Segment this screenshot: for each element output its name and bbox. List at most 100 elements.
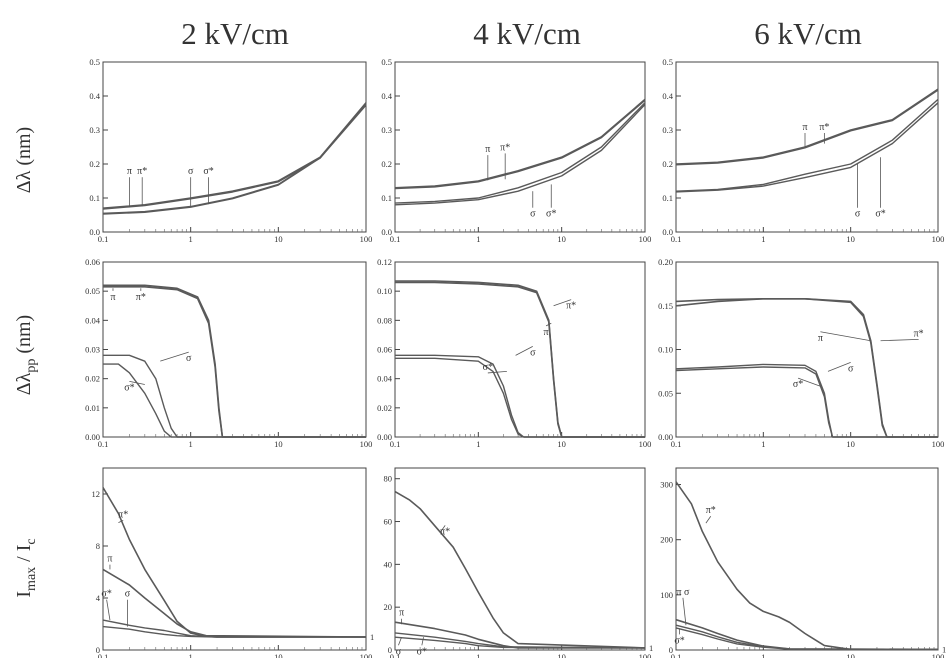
series-line (394, 99, 646, 190)
x-tick-label: 1 (761, 439, 765, 449)
curve-label-leader (118, 520, 124, 523)
curve-label: σ (530, 209, 536, 220)
curve-label: σ* (674, 635, 684, 646)
y-tick-label: 0.10 (658, 345, 673, 355)
curve-label: σ (125, 589, 131, 600)
x-tick-label: 1 (476, 652, 480, 658)
x-tick-label: 100 (932, 652, 945, 658)
x-tick-label: 0.1 (98, 234, 109, 244)
right-value-label: 1 (942, 644, 946, 654)
row-label-ratio-sub: max (24, 567, 39, 591)
y-tick-label: 0.1 (662, 193, 673, 203)
y-tick-label: 0.2 (89, 159, 100, 169)
panel-frame (102, 261, 367, 438)
panel-frame (675, 467, 939, 651)
series-line (675, 624, 939, 651)
curve-label: π (110, 292, 115, 303)
row-label-ratio-sub2: c (24, 538, 39, 544)
series-line (103, 286, 366, 438)
y-tick-label: 0.1 (89, 193, 100, 203)
curve-label: σ* (417, 646, 427, 657)
x-tick-label: 100 (639, 234, 652, 244)
series-line (675, 102, 939, 193)
curve-label: σ (855, 209, 861, 220)
x-tick-label: 100 (932, 439, 945, 449)
y-tick-label: 0.0 (89, 227, 100, 237)
panel-ratio-4: 0.1 1 10 100 0 20 40 60 80 1 π* π σ σ* (384, 467, 653, 658)
panel-frame (102, 467, 367, 651)
y-tick-label: 0.2 (381, 159, 392, 169)
curve-label: π (107, 554, 112, 565)
curve-label: π (802, 122, 807, 133)
curve-label: σ* (483, 362, 493, 373)
x-tick-label: 0.1 (390, 439, 401, 449)
y-tick-label: 0.0 (381, 227, 392, 237)
x-tick-label: 10 (846, 439, 855, 449)
curve-label-leader (160, 351, 189, 362)
series-line (102, 104, 367, 215)
x-tick-label: 1 (189, 439, 193, 449)
curve-label-leader (515, 345, 533, 356)
y-tick-label: 8 (96, 541, 100, 551)
y-tick-label: 0.00 (377, 432, 392, 442)
series-line (675, 481, 938, 651)
row-label-dlpp-unit: (nm) (13, 315, 35, 359)
x-tick-label: 10 (846, 652, 855, 658)
curve-label: π* (706, 505, 716, 516)
y-tick-label: 0.3 (89, 125, 100, 135)
curve-label: π* (500, 142, 510, 153)
y-tick-label: 0 (96, 645, 100, 655)
x-tick-label: 0.1 (390, 234, 401, 244)
y-tick-label: 0.4 (381, 91, 392, 101)
x-tick-label: 100 (639, 439, 652, 449)
curve-label: π* (118, 509, 128, 520)
curve-label: σ (396, 646, 402, 657)
curve-label-leader (820, 331, 871, 342)
x-tick-label: 0.1 (671, 439, 682, 449)
y-tick-label: 80 (384, 474, 393, 484)
x-tick-label: 1 (476, 439, 480, 449)
x-tick-label: 10 (557, 234, 566, 244)
x-tick-label: 10 (274, 234, 283, 244)
y-tick-label: 0.3 (662, 125, 673, 135)
x-tick-label: 1 (476, 234, 480, 244)
x-tick-label: 0.1 (98, 652, 109, 658)
curve-label: π* (914, 328, 924, 339)
curve-label-leader (682, 597, 687, 626)
curve-label: π (399, 608, 404, 619)
series-line (102, 619, 366, 638)
row-label-dlpp-main: Δλ (13, 372, 35, 395)
panel-frame (394, 261, 646, 438)
y-tick-label: 0.12 (377, 257, 392, 267)
y-tick-label: 0.03 (85, 345, 100, 355)
curve-label: σ* (203, 166, 213, 177)
series-line (394, 490, 646, 649)
series-line (103, 284, 366, 438)
y-tick-label: 4 (96, 593, 101, 603)
curve-label: σ* (546, 209, 556, 220)
curve-label: σ (530, 347, 536, 358)
curve-label-leader (553, 299, 572, 307)
panel-ratio-6: 0.1 1 10 100 0 100 200 300 1 π* π σ σ* (660, 467, 946, 658)
y-tick-label: 0.05 (658, 388, 673, 398)
row-label-ratio-mid: / I (13, 545, 35, 567)
x-tick-label: 1 (761, 234, 765, 244)
y-tick-label: 12 (92, 489, 101, 499)
curve-label-leader (129, 380, 145, 385)
y-tick-label: 0.06 (85, 257, 100, 267)
panel-frame (394, 467, 646, 651)
row-label-delta-lambda-unit: (nm) (13, 127, 35, 171)
x-tick-label: 100 (639, 652, 652, 658)
column-title-6kv: 6 kV/cm (754, 16, 862, 51)
curve-label-leader (440, 525, 446, 533)
y-tick-label: 0.4 (662, 91, 673, 101)
x-tick-label: 0.1 (98, 439, 109, 449)
curve-label: σ* (101, 589, 111, 600)
right-value-label: 1 (649, 643, 653, 653)
curve-label: σ* (875, 209, 885, 220)
series-line (675, 89, 939, 166)
curve-label: π (127, 166, 132, 177)
y-tick-label: 0.05 (85, 286, 100, 296)
